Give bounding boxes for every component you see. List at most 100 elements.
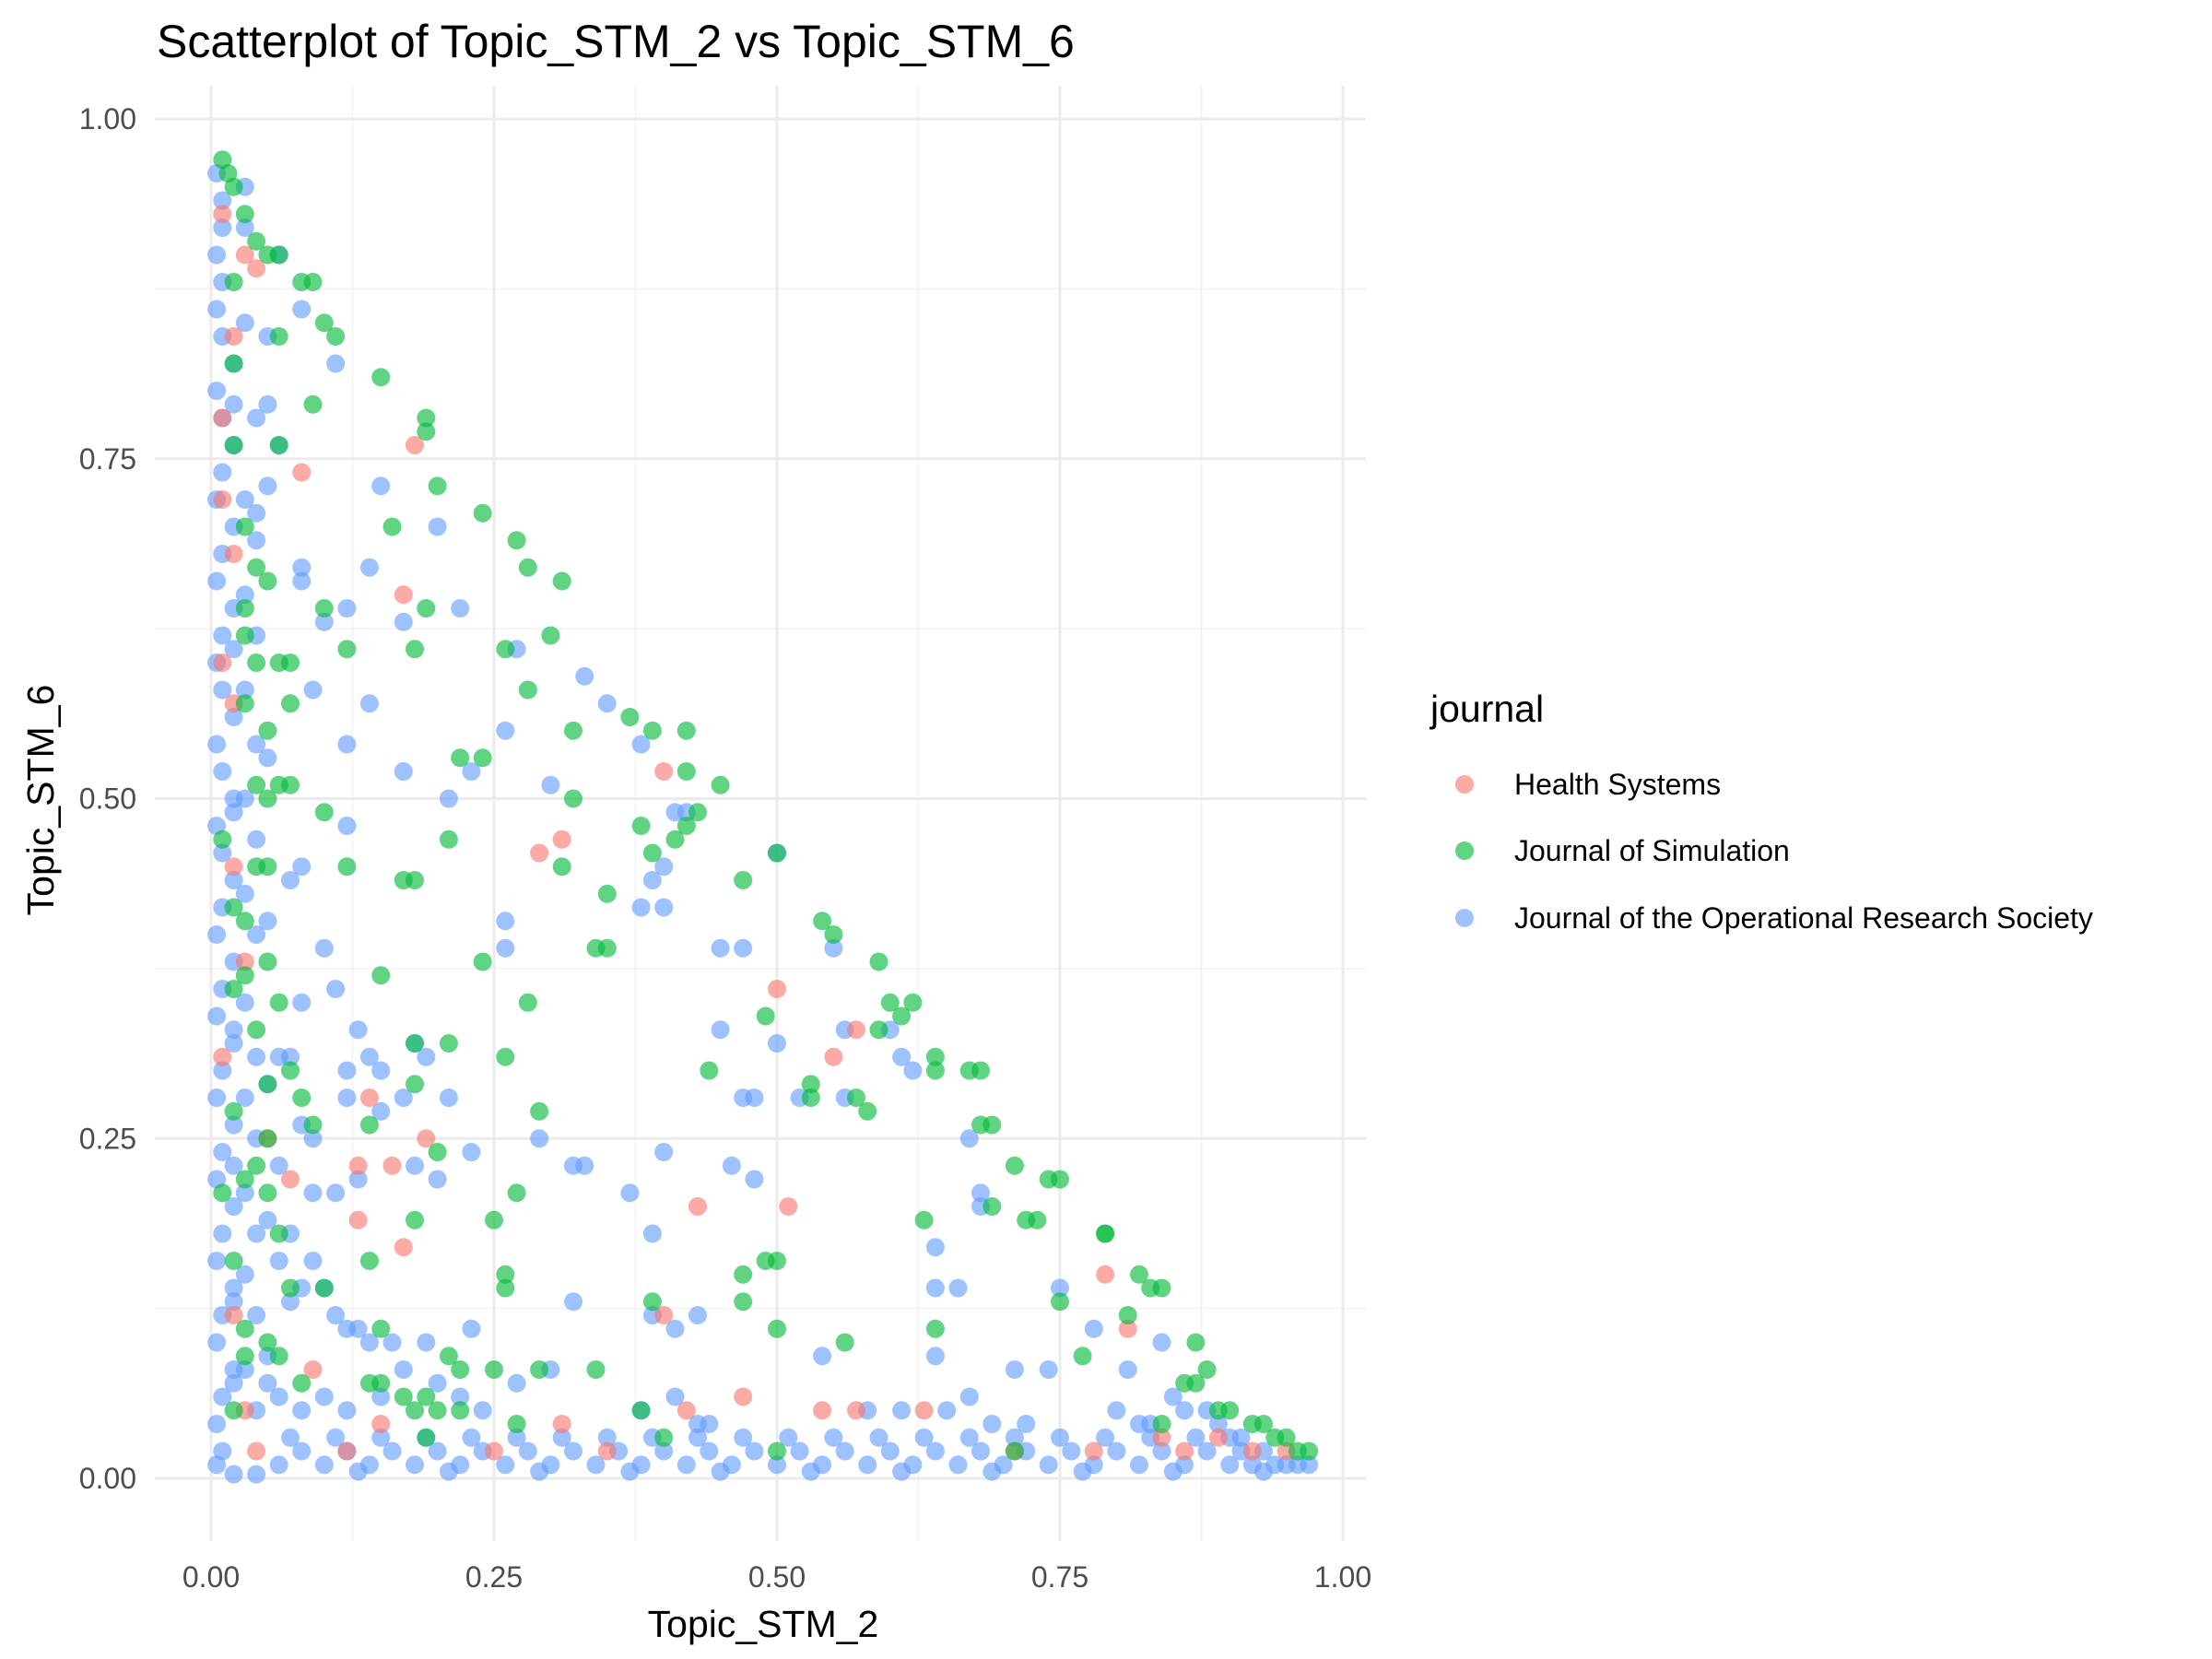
data-point <box>620 708 640 726</box>
data-point <box>224 545 243 563</box>
data-point <box>292 1373 312 1393</box>
data-point <box>1096 1265 1115 1284</box>
data-point <box>235 1170 254 1189</box>
data-point <box>394 1387 413 1406</box>
data-point <box>473 748 492 768</box>
data-point <box>428 1143 447 1161</box>
data-point <box>207 1088 227 1107</box>
data-point <box>337 817 357 835</box>
data-point <box>258 571 277 591</box>
data-point <box>473 952 492 971</box>
data-point <box>937 1401 957 1420</box>
y-tick-label: 0.75 <box>79 442 136 476</box>
data-point <box>462 1143 481 1161</box>
data-point <box>711 1020 730 1040</box>
data-point <box>496 1047 515 1066</box>
data-point <box>642 1224 662 1243</box>
data-point <box>371 1387 391 1406</box>
data-point <box>575 666 594 686</box>
data-point <box>813 912 832 931</box>
data-point <box>1186 1333 1206 1352</box>
data-point <box>207 1333 227 1352</box>
data-point <box>337 1061 357 1080</box>
data-point <box>348 1020 368 1040</box>
data-point <box>224 1278 243 1298</box>
data-point <box>858 1455 877 1475</box>
data-point <box>207 1006 227 1026</box>
data-point <box>948 1278 968 1298</box>
data-point <box>801 1462 820 1481</box>
data-point <box>1073 1462 1092 1481</box>
data-point <box>394 1238 413 1257</box>
data-point <box>359 1252 379 1270</box>
data-point <box>1208 1428 1228 1447</box>
data-point <box>314 313 334 333</box>
data-point <box>247 259 266 278</box>
data-point <box>258 912 277 931</box>
data-point <box>235 694 254 713</box>
data-point <box>258 394 277 414</box>
data-point <box>371 1428 391 1447</box>
data-point <box>235 490 254 509</box>
data-point <box>1084 1319 1103 1338</box>
data-point <box>982 1115 1002 1135</box>
data-point <box>768 1319 786 1338</box>
data-point <box>768 1455 786 1475</box>
data-point <box>496 640 515 659</box>
data-point <box>654 898 674 917</box>
data-point <box>235 1347 254 1366</box>
data-point <box>224 1306 243 1324</box>
data-point <box>247 503 266 523</box>
data-point <box>1220 1401 1240 1420</box>
data-point <box>1062 1441 1081 1461</box>
data-point <box>213 830 232 849</box>
data-point <box>359 1333 379 1352</box>
data-point <box>281 871 300 889</box>
data-point <box>224 354 243 373</box>
data-point <box>892 1401 912 1420</box>
data-point <box>337 599 357 618</box>
data-point <box>631 1401 651 1420</box>
data-point <box>959 1387 979 1406</box>
data-point <box>337 640 357 659</box>
data-point <box>541 775 560 794</box>
data-point <box>451 599 470 618</box>
data-point <box>235 966 254 985</box>
data-point <box>213 205 232 224</box>
data-point <box>247 830 266 849</box>
data-point <box>224 1292 243 1312</box>
data-point <box>247 775 266 794</box>
data-point <box>665 1387 685 1406</box>
data-point <box>235 517 254 536</box>
data-point <box>734 871 753 889</box>
data-point <box>665 830 685 849</box>
data-point <box>348 1462 368 1481</box>
data-point <box>235 1088 254 1107</box>
data-point <box>258 1373 277 1393</box>
legend-label: Journal of Simulation <box>1514 834 1790 867</box>
data-point <box>631 898 651 917</box>
data-point <box>552 830 571 849</box>
data-point <box>734 1265 753 1284</box>
data-point <box>564 721 582 740</box>
data-point <box>213 1387 232 1406</box>
data-point <box>745 1170 764 1189</box>
data-point <box>1005 1428 1024 1447</box>
data-point <box>406 436 424 454</box>
data-point <box>428 1373 447 1393</box>
data-point <box>473 1401 492 1420</box>
data-point <box>314 1455 334 1475</box>
data-point <box>371 1061 391 1080</box>
data-point <box>597 1428 617 1447</box>
data-point <box>235 680 254 700</box>
data-point <box>281 1428 300 1447</box>
data-point <box>1163 1462 1182 1481</box>
data-point <box>1197 1441 1217 1461</box>
data-point <box>224 1115 243 1135</box>
data-point <box>303 1252 323 1270</box>
data-point <box>462 762 481 781</box>
data-point <box>1028 1210 1047 1230</box>
data-point <box>847 1401 865 1420</box>
data-point <box>1118 1319 1137 1338</box>
data-point <box>971 1061 990 1080</box>
